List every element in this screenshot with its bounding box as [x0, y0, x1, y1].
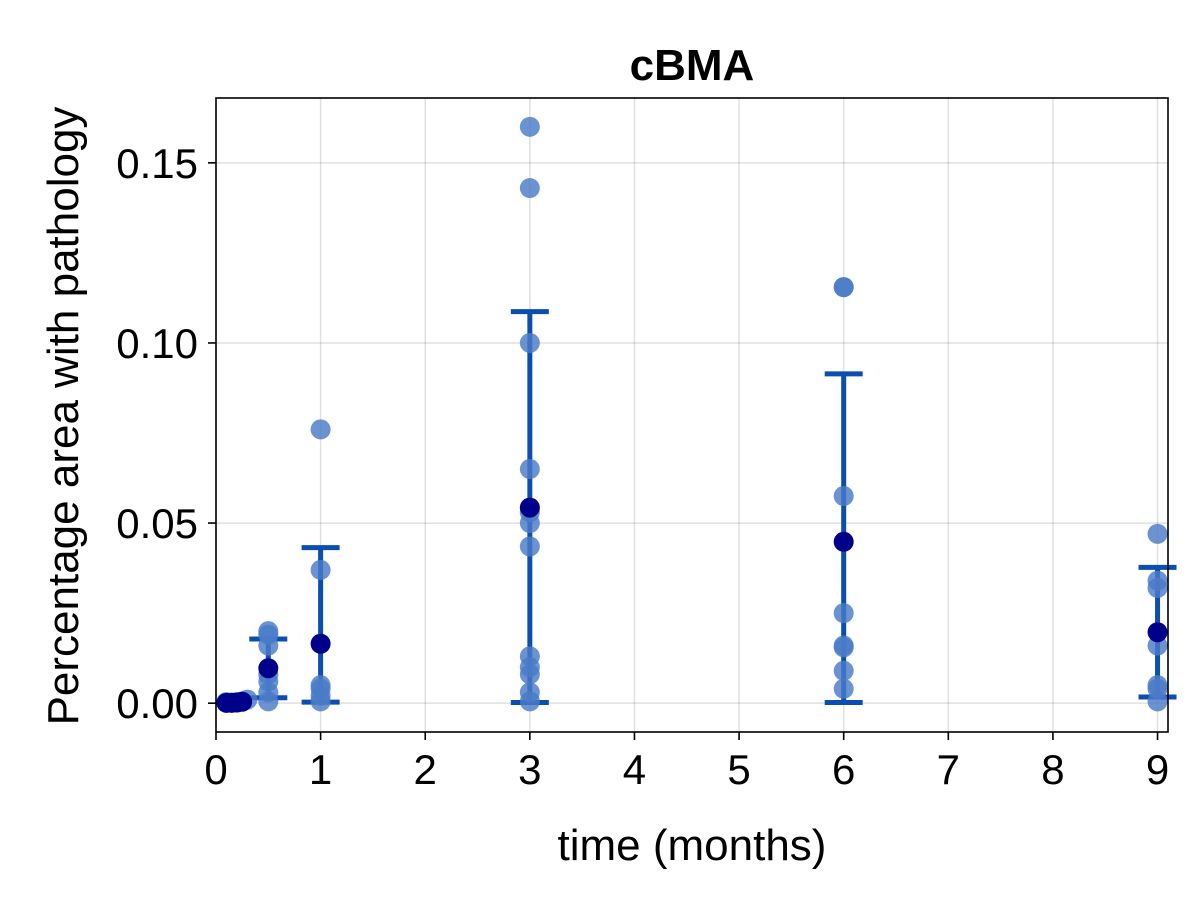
sample-point: [519, 459, 540, 480]
sample-point: [310, 419, 331, 440]
y-tick-label: 0.00: [116, 680, 198, 727]
chart-title: cBMA: [630, 41, 755, 90]
plot-frame: [215, 97, 1169, 733]
sample-points: [216, 116, 1168, 713]
x-tick-label: 2: [414, 746, 437, 793]
sample-point: [833, 486, 854, 507]
sample-point: [1147, 523, 1168, 544]
x-axis-label: time (months): [558, 821, 827, 870]
y-tick-label: 0.10: [116, 320, 198, 367]
sample-point: [833, 637, 854, 658]
sample-point: [519, 536, 540, 557]
mean-point: [519, 497, 540, 518]
grid: [215, 98, 1168, 732]
sample-point: [519, 178, 540, 199]
y-axis-ticks: 0.00 0.05 0.10 0.15: [116, 140, 216, 727]
sample-point: [310, 691, 331, 712]
sample-point: [519, 691, 540, 712]
x-tick-label: 1: [309, 746, 332, 793]
sample-point: [1147, 691, 1168, 712]
x-tick-label: 5: [727, 746, 750, 793]
sample-point: [519, 664, 540, 685]
sample-point: [310, 559, 331, 580]
sample-point: [258, 635, 279, 656]
sample-point: [833, 603, 854, 624]
sample-point: [833, 277, 854, 298]
x-tick-label: 4: [623, 746, 646, 793]
sample-point: [519, 116, 540, 137]
mean-point: [310, 633, 331, 654]
x-tick-label: 7: [937, 746, 960, 793]
mean-point: [258, 658, 279, 679]
mean-point: [833, 531, 854, 552]
x-tick-label: 8: [1041, 746, 1064, 793]
sample-point: [519, 513, 540, 534]
sample-point: [833, 678, 854, 699]
x-tick-label: 6: [832, 746, 855, 793]
x-tick-label: 3: [518, 746, 541, 793]
mean-point: [1147, 622, 1168, 643]
y-axis-label: Percentage area with pathology: [39, 107, 88, 726]
sample-point: [519, 332, 540, 353]
y-tick-label: 0.15: [116, 140, 198, 187]
error-bars: [249, 309, 1177, 705]
sample-point: [258, 691, 279, 712]
y-tick-label: 0.05: [116, 500, 198, 547]
x-tick-label: 9: [1146, 746, 1169, 793]
sample-point: [1147, 577, 1168, 598]
mean-point: [232, 691, 253, 712]
x-axis-ticks: 0 1 2 3 4 5 6 7 8 9: [204, 732, 1169, 793]
mean-points: [216, 497, 1168, 713]
sample-point: [833, 660, 854, 681]
x-tick-label: 0: [204, 746, 227, 793]
